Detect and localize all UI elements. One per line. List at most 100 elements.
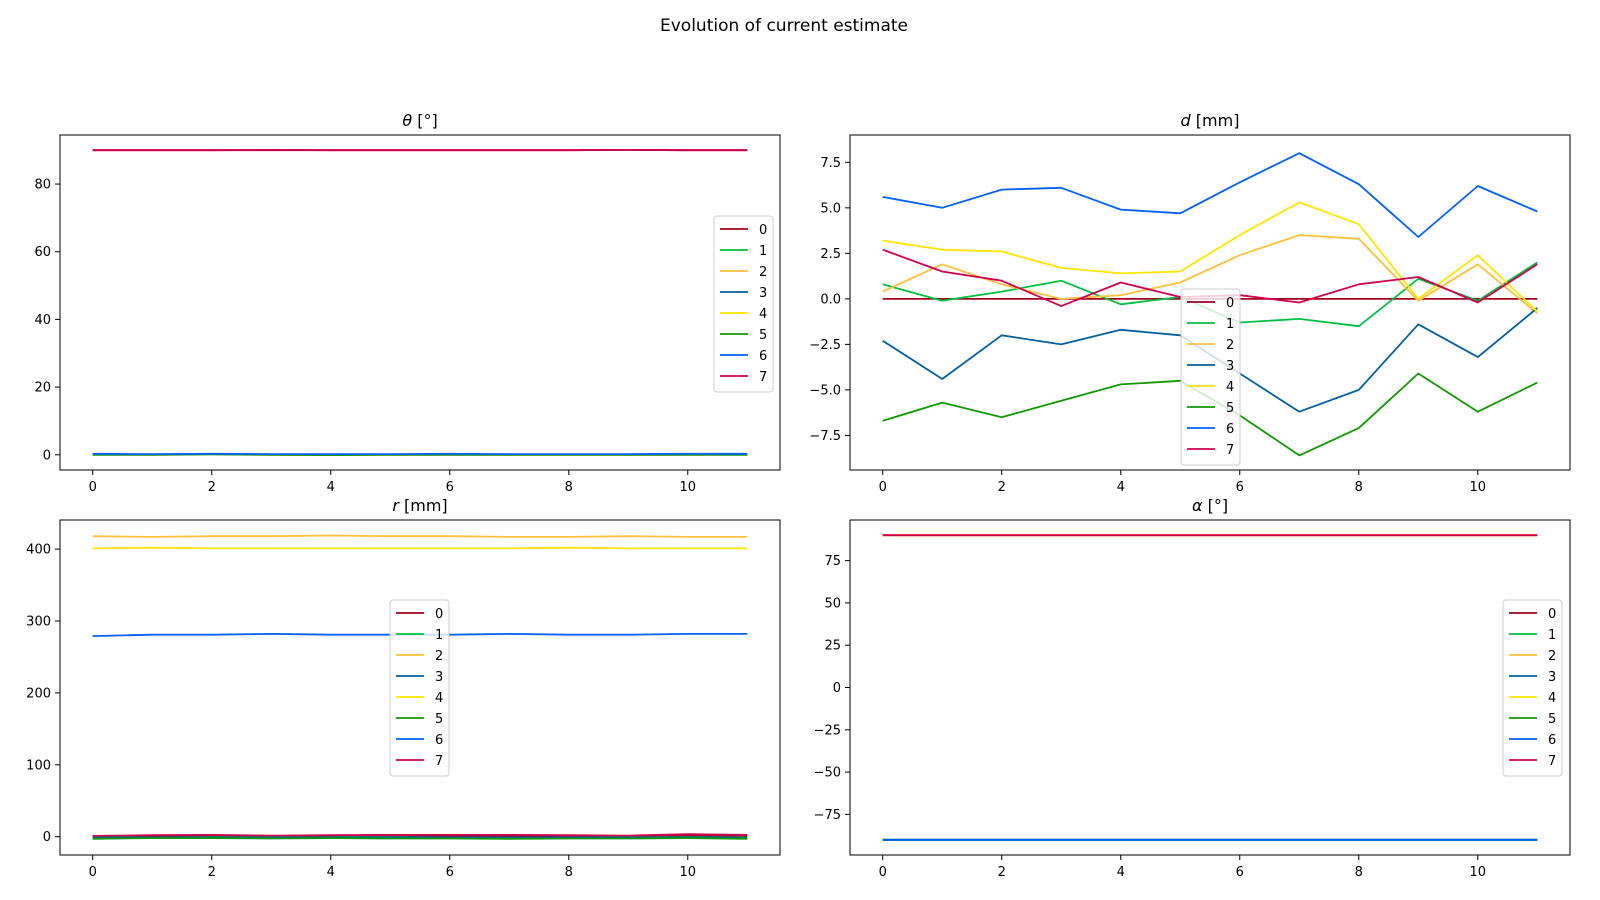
legend-label-6: 6: [759, 349, 767, 364]
y-tick-label: 0: [833, 681, 841, 696]
axes-frame: [59, 519, 781, 856]
y-tick-label: 5.0: [820, 201, 841, 216]
y-tick-label: 50: [824, 596, 841, 611]
legend-box: [713, 215, 774, 393]
y-tick-label: 200: [26, 686, 51, 701]
legend-label-7: 7: [1548, 754, 1556, 769]
legend: 0 1 2 3 4 5 6 7: [1180, 288, 1241, 466]
legend-label-6: 6: [1548, 733, 1556, 748]
legend-label-4: 4: [435, 691, 443, 706]
legend-box: [1180, 288, 1241, 466]
legend: 0 1 2 3 4 5 6 7: [1502, 599, 1563, 777]
subplot-title-symbol: θ: [402, 111, 412, 130]
series-group: [92, 148, 748, 457]
series-line-4: [882, 201, 1538, 313]
x-tick-label: 2: [208, 480, 216, 495]
x-tick-label: 6: [446, 865, 454, 880]
subplot-title: θ [°]: [402, 111, 437, 130]
y-tick-label: 20: [34, 381, 51, 396]
legend-box: [389, 599, 450, 777]
legend-label-7: 7: [759, 370, 767, 385]
y-tick-label: −50: [814, 766, 841, 781]
x-tick-label: 0: [89, 865, 97, 880]
legend-label-1: 1: [1226, 317, 1234, 332]
legend-label-0: 0: [1226, 296, 1234, 311]
legend-label-5: 5: [1226, 401, 1234, 416]
legend-label-3: 3: [1548, 670, 1556, 685]
series-group: [882, 534, 1538, 841]
y-tick-label: 75: [824, 554, 841, 569]
legend-label-0: 0: [1548, 607, 1556, 622]
legend-label-6: 6: [435, 733, 443, 748]
x-tick-label: 6: [1236, 480, 1244, 495]
y-tick-label: 7.5: [820, 156, 841, 171]
x-tick-label: 8: [1355, 865, 1363, 880]
series-line-2: [92, 534, 748, 538]
legend-label-3: 3: [1226, 359, 1234, 374]
legend-label-2: 2: [1226, 338, 1234, 353]
legend: 0 1 2 3 4 5 6 7: [389, 599, 450, 777]
x-tick-label: 6: [446, 480, 454, 495]
x-tick-label: 4: [1117, 865, 1125, 880]
legend: 0 1 2 3 4 5 6 7: [713, 215, 774, 393]
x-tick-label: 10: [679, 480, 696, 495]
subplot-title: d [mm]: [1181, 111, 1240, 130]
legend-box: [1502, 599, 1563, 777]
x-tick-label: 10: [679, 865, 696, 880]
legend-label-1: 1: [435, 628, 443, 643]
subplot-title: r [mm]: [392, 496, 447, 515]
figure-title: Evolution of current estimate: [660, 16, 908, 36]
legend-label-7: 7: [1226, 443, 1234, 458]
y-tick-label: −2.5: [809, 338, 841, 353]
y-tick-label: 60: [34, 245, 51, 260]
x-tick-label: 8: [565, 480, 573, 495]
subplot-title: α [°]: [1192, 496, 1228, 515]
y-tick-label: 100: [26, 758, 51, 773]
subplot-title-symbol: α: [1192, 496, 1203, 515]
subplot-3: α [°] 0 2 4 6 8 10 −75 −50 −25 0 25 50 75 0 1 2 3 4 5 6 7: [814, 496, 1571, 880]
series-line-6: [882, 152, 1538, 238]
legend-label-2: 2: [759, 265, 767, 280]
subplot-title-unit: [mm]: [1191, 111, 1240, 130]
y-tick-label: 400: [26, 543, 51, 558]
y-tick-label: 0: [43, 448, 51, 463]
legend-label-0: 0: [435, 607, 443, 622]
axes-frame: [59, 134, 781, 471]
x-tick-label: 6: [1236, 865, 1244, 880]
legend-label-4: 4: [759, 307, 767, 322]
x-tick-label: 4: [327, 480, 335, 495]
legend-label-2: 2: [435, 649, 443, 664]
legend-label-4: 4: [1548, 691, 1556, 706]
y-tick-label: 2.5: [820, 247, 841, 262]
legend-label-4: 4: [1226, 380, 1234, 395]
x-tick-label: 4: [327, 865, 335, 880]
series-line-4: [92, 546, 748, 550]
y-tick-label: 25: [824, 639, 841, 654]
y-tick-label: −5.0: [809, 383, 841, 398]
x-tick-label: 8: [1355, 480, 1363, 495]
y-tick-label: 0: [43, 830, 51, 845]
legend-label-3: 3: [759, 286, 767, 301]
legend-label-3: 3: [435, 670, 443, 685]
y-tick-label: 80: [34, 178, 51, 193]
subplot-1: d [mm] 0 2 4 6 8 10 −7.5 −5.0 −2.5 0.0 2.5 5.0 7.5 0 1 2…: [809, 111, 1571, 495]
x-tick-label: 4: [1117, 480, 1125, 495]
axes-frame: [849, 134, 1571, 471]
subplot-title-symbol: d: [1181, 111, 1192, 130]
x-tick-label: 10: [1469, 865, 1486, 880]
x-tick-label: 2: [998, 480, 1006, 495]
subplot-title-unit: [mm]: [399, 496, 448, 515]
legend-label-1: 1: [1548, 628, 1556, 643]
x-tick-label: 10: [1469, 480, 1486, 495]
legend-label-5: 5: [435, 712, 443, 727]
x-tick-label: 0: [879, 865, 887, 880]
subplot-title-unit: [°]: [1202, 496, 1228, 515]
y-tick-label: −75: [814, 808, 841, 823]
legend-label-0: 0: [759, 223, 767, 238]
legend-label-5: 5: [1548, 712, 1556, 727]
legend-label-5: 5: [759, 328, 767, 343]
series-line-7: [92, 833, 748, 837]
y-tick-label: 300: [26, 615, 51, 630]
